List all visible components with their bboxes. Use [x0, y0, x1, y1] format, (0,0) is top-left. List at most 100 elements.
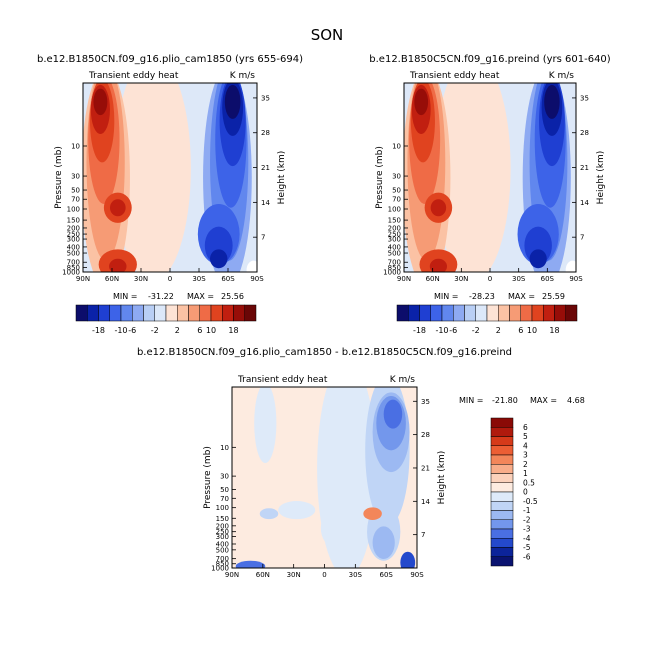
- colorbar-swatch: [120, 304, 133, 322]
- x-tick-label: 60S: [221, 275, 235, 283]
- field-label: Transient eddy heat: [409, 71, 500, 81]
- min-value: -31.22: [148, 292, 174, 301]
- x-tick-label: 90S: [250, 275, 264, 283]
- height-tick-label: 28: [580, 129, 589, 137]
- contour-field: [83, 83, 257, 272]
- colorbar-label: 5: [523, 432, 528, 441]
- colorbar-swatch: [75, 304, 88, 322]
- units-label: K m/s: [549, 71, 575, 81]
- x-tick-label: 0: [322, 571, 326, 579]
- contour-band: [259, 508, 279, 520]
- pressure-tick-label: 850: [216, 560, 229, 568]
- contour-band: [109, 199, 126, 217]
- panel-subtitle: b.e12.B1850CN.f09_g16.plio_cam1850 - b.e…: [137, 347, 512, 358]
- max-value: 25.56: [221, 292, 244, 301]
- panel-subtitle: b.e12.B1850CN.f09_g16.plio_cam1850 (yrs …: [37, 54, 303, 65]
- contour-band: [544, 84, 560, 119]
- contour-field: [232, 387, 417, 568]
- pressure-tick-label: 150: [67, 217, 80, 225]
- colorbar-swatch: [490, 556, 514, 567]
- panel-p3: b.e12.B1850CN.f09_g16.plio_cam1850 - b.e…: [137, 347, 512, 358]
- colorbar-swatch: [244, 304, 257, 322]
- pressure-tick-label: 1000: [383, 269, 401, 277]
- x-tick-label: 0: [168, 275, 172, 283]
- pressure-tick-label: 100: [216, 504, 229, 512]
- colorbar-swatch: [490, 501, 514, 511]
- colorbar-label: -2: [523, 515, 531, 524]
- pressure-tick-label: 200: [216, 522, 229, 530]
- colorbar-swatch: [490, 538, 514, 548]
- max-label: MAX =: [508, 292, 535, 301]
- colorbar-label: 0: [523, 488, 528, 497]
- height-tick-label: 21: [261, 164, 270, 172]
- pressure-tick-label: 700: [67, 259, 80, 267]
- panel-p2: b.e12.B1850C5CN.f09_g16.preind (yrs 601-…: [369, 54, 611, 65]
- height-tick-label: 7: [261, 234, 265, 242]
- contour-band: [383, 399, 403, 429]
- colorbar-swatch: [486, 304, 499, 322]
- colorbar-swatch: [520, 304, 533, 322]
- colorbar-swatch: [490, 491, 514, 502]
- colorbar-label: 6: [518, 326, 523, 335]
- pressure-tick-label: 10: [71, 143, 80, 151]
- height-tick-label: 35: [261, 94, 270, 102]
- colorbar-swatch: [464, 304, 476, 322]
- colorbar-label: 2: [175, 326, 180, 335]
- colorbar-swatch: [408, 304, 420, 322]
- panel-p1: b.e12.B1850CN.f09_g16.plio_cam1850 (yrs …: [37, 54, 303, 65]
- height-tick-label: 28: [421, 431, 430, 439]
- colorbar-label: -10: [114, 326, 127, 335]
- pressure-tick-label: 1000: [62, 269, 80, 277]
- colorbar-swatch: [109, 304, 122, 322]
- colorbar-label: -3: [523, 525, 531, 534]
- colorbar-label: 3: [523, 451, 528, 460]
- pressure-tick-label: 150: [216, 515, 229, 523]
- height-tick-label: 14: [261, 199, 270, 207]
- pressure-tick-label: 300: [216, 533, 229, 541]
- contour-band: [414, 88, 429, 116]
- colorbar-label: -10: [435, 326, 448, 335]
- pressure-tick-label: 50: [71, 187, 80, 195]
- colorbar-label: 0.5: [523, 478, 535, 487]
- contour-band: [210, 249, 228, 269]
- colorbar-swatch: [490, 528, 514, 539]
- colorbar-label: 1: [523, 469, 528, 478]
- pressure-tick-label: 850: [67, 264, 80, 272]
- height-tick-label: 14: [580, 199, 589, 207]
- pressure-tick-label: 100: [388, 206, 401, 214]
- colorbar-label: 2: [496, 326, 501, 335]
- pressure-tick-label: 1000: [211, 565, 229, 573]
- contour-band: [400, 551, 416, 568]
- pressure-tick-label: 100: [67, 206, 80, 214]
- max-label: MAX =: [530, 396, 557, 405]
- max-value: 25.59: [542, 292, 565, 301]
- colorbar-swatch: [441, 304, 454, 322]
- colorbar-swatch: [490, 427, 514, 437]
- colorbar-label: 18: [549, 326, 559, 335]
- x-tick-label: 60N: [426, 275, 440, 283]
- colorbar-swatch: [475, 304, 488, 322]
- x-tick-label: 0: [488, 275, 492, 283]
- y2-axis-title: Height (km): [437, 451, 447, 505]
- colorbar-label: -4: [523, 534, 531, 543]
- colorbar-swatch: [222, 304, 234, 322]
- colorbar-swatch: [498, 304, 510, 322]
- y2-axis-title: Height (km): [277, 151, 287, 205]
- colorbar-swatch: [509, 304, 521, 322]
- colorbar-swatch: [490, 445, 514, 456]
- colorbar-label: -2: [151, 326, 159, 335]
- pressure-tick-label: 250: [216, 528, 229, 536]
- y-axis-title: Pressure (mb): [375, 146, 385, 209]
- colorbar-label: 18: [228, 326, 238, 335]
- colorbar-1: -18 -10 -6 -2 2 6 10 18: [75, 304, 257, 335]
- colorbar-swatch: [490, 436, 514, 446]
- pressure-tick-label: 70: [220, 495, 229, 503]
- colorbar-swatch: [177, 304, 189, 322]
- min-label: MIN =: [113, 292, 138, 301]
- colorbar-label: -6: [128, 326, 136, 335]
- x-tick-label: 30S: [512, 275, 526, 283]
- colorbar-label: 10: [527, 326, 537, 335]
- x-tick-label: 30N: [287, 571, 301, 579]
- x-tick-label: 90N: [225, 571, 239, 579]
- contour-band: [320, 510, 347, 547]
